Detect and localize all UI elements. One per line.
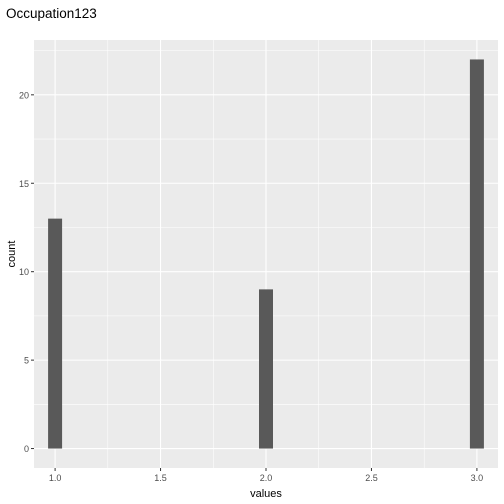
bar-x-1 [48,218,63,449]
x-axis-label: values [250,488,282,500]
y-tick-label: 20 [19,90,29,100]
y-tick-label: 15 [19,179,29,189]
x-tick-label: 2.0 [260,473,273,483]
y-tick-label: 0 [24,444,29,454]
x-tick-label: 2.5 [365,473,378,483]
x-axis: 1.0 1.5 2.0 2.5 3.0 [49,468,483,483]
x-tick-label: 3.0 [471,473,484,483]
x-tick-label: 1.0 [49,473,62,483]
y-axis-label: count [6,241,18,268]
bar-x-3 [469,59,484,449]
y-tick-label: 5 [24,356,29,366]
y-axis: 0 5 10 15 20 [19,90,34,454]
chart-title: Occupation123 [6,6,97,21]
bars [48,59,484,449]
y-tick-label: 10 [19,267,29,277]
bar-x-2 [259,289,273,449]
x-tick-label: 1.5 [154,473,167,483]
